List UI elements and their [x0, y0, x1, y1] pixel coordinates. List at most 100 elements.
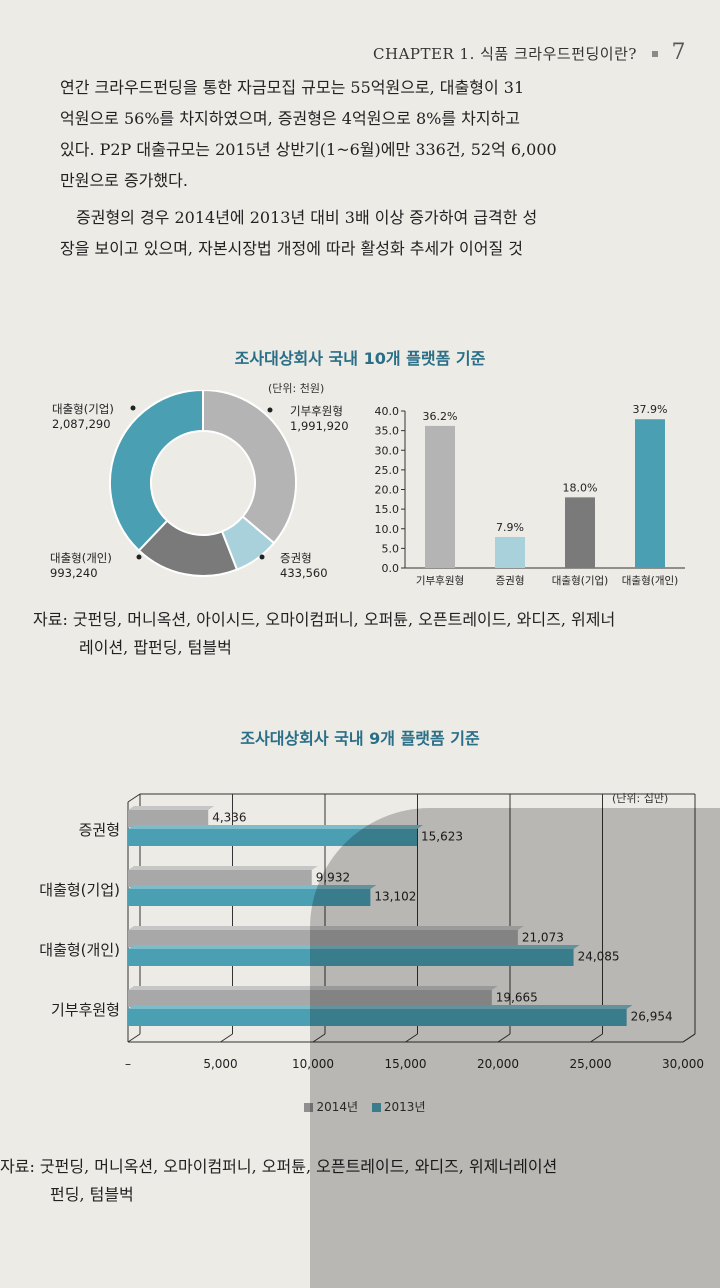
floor-line [312, 1033, 326, 1043]
y-tick-label: 25.0 [375, 464, 400, 477]
chart2-legend: 2014년 2013년 [0, 1098, 720, 1115]
text-line: 만원으로 증가했다. [60, 171, 188, 190]
source-line: 자료: 굿펀딩, 머니옥션, 오마이컴퍼니, 오퍼튠, 오픈트레이드, 와디즈,… [0, 1157, 558, 1176]
bar [128, 810, 209, 827]
x-tick-label: 30,000 [662, 1057, 704, 1071]
leader-dot [259, 554, 265, 560]
chart1-source: 자료: 굿펀딩, 머니옥션, 아이시드, 오마이컴퍼니, 오퍼튠, 오픈트레이드… [33, 606, 615, 662]
bar-top [128, 945, 580, 949]
floor-line [220, 1033, 233, 1043]
bar-top [128, 806, 215, 810]
label-name: 대출형(개인) [50, 551, 112, 565]
bar-top [128, 885, 377, 889]
bar [128, 949, 574, 966]
y-tick-label: 20.0 [375, 484, 400, 497]
bar-value-label: 37.9% [633, 403, 668, 416]
bar [128, 870, 312, 887]
x-tick-label: 5,000 [203, 1057, 237, 1071]
bar [128, 990, 492, 1007]
legend-swatch-2014 [304, 1103, 314, 1112]
x-tick-label: 25,000 [570, 1057, 612, 1071]
category-label: 대출형(개인) [39, 941, 120, 959]
chart2-title: 조사대상회사 국내 9개 플랫폼 기준 [240, 729, 480, 748]
bar-value-label: 13,102 [374, 890, 416, 904]
y-tick-label: 10.0 [375, 523, 400, 536]
bar-value-label: 18.0% [563, 481, 598, 494]
leader-dot [267, 407, 273, 413]
label-value: 2,087,290 [52, 417, 111, 431]
floor-line [497, 1033, 511, 1043]
text-line: 연간 크라우드펀딩을 통한 자금모집 규모는 55억원으로, 대출형이 31 [60, 78, 525, 97]
horizontal-bar-chart: – 5,000 10,000 15,000 20,000 25,000 30,000 증권형 4… [39, 793, 704, 1071]
bar-top [128, 825, 424, 829]
paragraph-1: 연간 크라우드펀딩을 통한 자금모집 규모는 55억원으로, 대출형이 31 억… [60, 72, 660, 196]
bar-value-label: 19,665 [496, 991, 538, 1005]
body-text: 연간 크라우드펀딩을 통한 자금모집 규모는 55억원으로, 대출형이 31 억… [60, 72, 660, 270]
x-tick-label: 15,000 [385, 1057, 427, 1071]
axis-depth [127, 793, 141, 803]
chart1-unit: (단위: 천원) [268, 382, 325, 395]
donut-chart [109, 390, 297, 577]
legend-swatch-2013 [371, 1103, 381, 1112]
x-tick-label: 증권형 [496, 575, 525, 587]
x-tick-label: 대출형(기업) [552, 574, 609, 587]
label-name: 기부후원형 [290, 404, 343, 418]
x-tick-label: 20,000 [477, 1057, 519, 1071]
bar-value-label: 9,932 [316, 871, 350, 885]
floor-line [127, 1033, 141, 1043]
bar-value-label: 4,336 [212, 811, 246, 825]
paragraph-2: 증권형의 경우 2014년에 2013년 대비 3배 이상 증가하여 급격한 성… [60, 202, 660, 264]
chart2-source: 자료: 굿펀딩, 머니옥션, 오마이컴퍼니, 오퍼튠, 오픈트레이드, 와디즈,… [0, 1153, 557, 1209]
category-label: 증권형 [79, 821, 120, 839]
y-tick-label: 0.0 [382, 562, 400, 575]
bar-top [128, 1005, 633, 1009]
donut-slice-donation [202, 390, 297, 545]
floor-line [590, 1033, 603, 1043]
bullet-icon [652, 51, 659, 57]
x-tick-label: 기부후원형 [416, 575, 464, 587]
chapter-title: 식품 크라우드펀딩이란? [480, 45, 637, 63]
text-line: 장을 보이고 있으며, 자본시장법 개정에 따라 활성화 추세가 이어질 것 [60, 239, 524, 258]
y-tick-label: 40.0 [375, 405, 400, 418]
y-tick-label: 35.0 [375, 425, 400, 438]
chapter-label: CHAPTER 1. [373, 45, 475, 63]
bar [495, 536, 525, 568]
x-tick-label: 대출형(개인) [622, 575, 679, 587]
label-name: 증권형 [280, 551, 312, 565]
bar-top [128, 866, 318, 870]
chart2-unit: (단위: 십만) [612, 792, 669, 805]
category-label: 기부후원형 [51, 1001, 120, 1019]
bar [128, 829, 418, 846]
donut-slice-loan-corporate [109, 390, 204, 552]
donut-label-equity: 증권형 433,560 [280, 551, 328, 581]
vertical-bar-chart: 0.0 5.0 10.0 15.0 20.0 25.0 30.0 35.0 40.0 36.2% 기… [375, 403, 685, 587]
bar [128, 889, 371, 906]
bar-value-label: 36.2% [423, 410, 458, 423]
bar [128, 930, 518, 947]
category-label: 대출형(기업) [39, 881, 120, 899]
source-line: 레이션, 팝펀딩, 텀블벅 [79, 638, 232, 657]
label-value: 433,560 [280, 566, 328, 580]
legend-label-2013: 2013년 [383, 1100, 426, 1114]
bar-value-label: 26,954 [631, 1010, 673, 1024]
bar-value-label: 7.9% [496, 521, 524, 534]
donut-label-loan-corporate: 대출형(기업) 2,087,290 [52, 402, 114, 432]
floor-line [405, 1033, 418, 1043]
label-name: 대출형(기업) [52, 402, 114, 416]
leader-dot [130, 405, 136, 411]
leader-dot [136, 554, 142, 560]
y-tick-label: 15.0 [375, 503, 400, 516]
bar-value-label: 15,623 [421, 830, 463, 844]
y-tick-label: 30.0 [375, 444, 400, 457]
floor-edge [682, 1033, 696, 1043]
text-line: 억원으로 56%를 차지하였으며, 증권형은 4억원으로 8%를 차지하고 [60, 109, 521, 128]
legend-label-2014: 2014년 [316, 1100, 359, 1114]
bar [425, 425, 455, 568]
bar [128, 1009, 627, 1026]
bar [635, 419, 665, 568]
label-value: 1,991,920 [290, 419, 349, 433]
text-line: 있다. P2P 대출규모는 2015년 상반기(1~6월)에만 336건, 52… [60, 140, 557, 159]
x-tick-label: 10,000 [292, 1057, 334, 1071]
donut-label-loan-personal: 대출형(개인) 993,240 [50, 551, 112, 581]
label-value: 993,240 [50, 566, 98, 580]
